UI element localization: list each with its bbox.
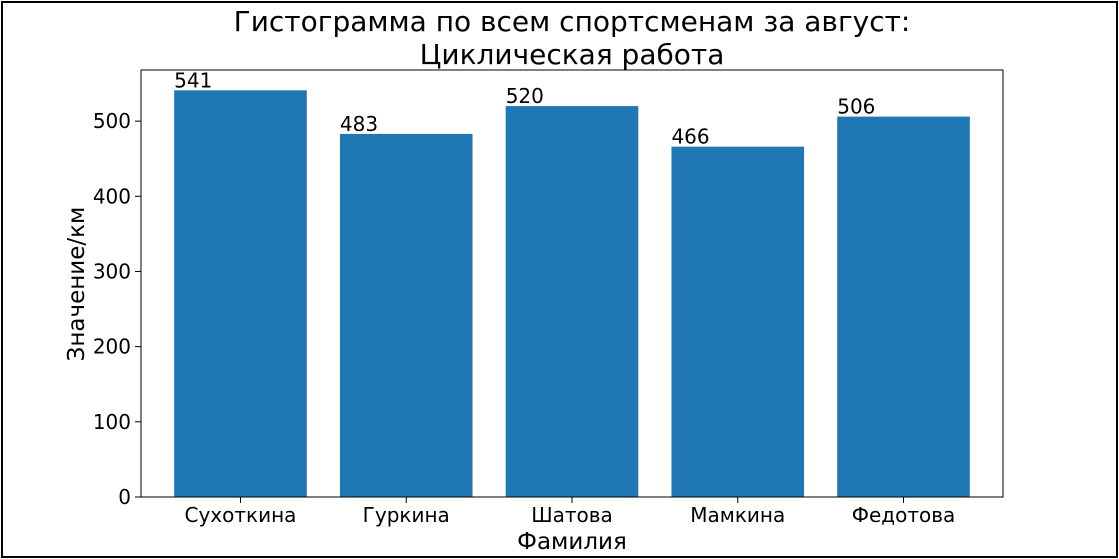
y-axis-label: Значение/км xyxy=(64,207,90,362)
bar-1 xyxy=(340,134,473,497)
chart-title-line-2: Циклическая работа xyxy=(420,38,725,71)
x-tick-label-0: Сухоткина xyxy=(184,503,296,527)
bar-4 xyxy=(837,117,970,497)
x-axis-label: Фамилия xyxy=(517,529,627,555)
bar-0 xyxy=(174,90,307,497)
data-label-3: 466 xyxy=(671,125,709,149)
chart-title-line-1: Гистограмма по всем спортсменам за авгус… xyxy=(234,5,911,38)
x-tick-label-3: Мамкина xyxy=(690,503,785,527)
bar-2 xyxy=(506,106,639,497)
y-tick-label-5: 500 xyxy=(93,109,131,133)
data-label-0: 541 xyxy=(174,68,212,92)
data-label-1: 483 xyxy=(340,112,378,136)
y-tick-label-1: 100 xyxy=(93,410,131,434)
y-tick-label-3: 300 xyxy=(93,259,131,283)
y-tick-label-2: 200 xyxy=(93,335,131,359)
data-label-4: 506 xyxy=(837,95,875,119)
x-tick-label-2: Шатова xyxy=(531,503,613,527)
x-tick-label-4: Федотова xyxy=(852,503,956,527)
x-tick-label-1: Гуркина xyxy=(363,503,450,527)
y-tick-label-0: 0 xyxy=(118,485,131,509)
plot-area: 541 Сухоткина 483 Гуркина 520 Шатова 466 Мамкин… xyxy=(93,68,1003,527)
y-tick-label-4: 400 xyxy=(93,184,131,208)
bar-3 xyxy=(671,147,804,497)
data-label-2: 520 xyxy=(506,84,544,108)
